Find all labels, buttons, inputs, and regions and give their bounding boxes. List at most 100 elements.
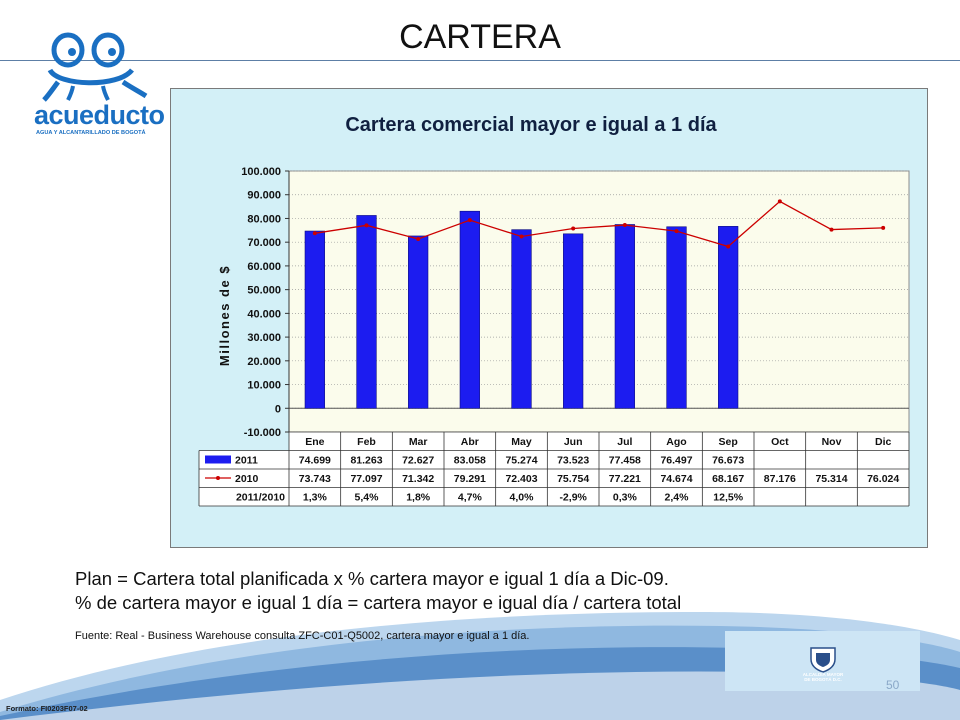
plan-note: Plan = Cartera total planificada x % car… <box>75 568 669 589</box>
page-number: 50 <box>886 678 900 692</box>
point-ago <box>674 229 679 234</box>
bar-mar <box>408 235 429 409</box>
bar-line-chart: Cartera comercial mayor e igual a 1 día -… <box>171 89 927 547</box>
bar-ago <box>666 226 687 409</box>
table-cell: 87.176 <box>764 473 796 485</box>
y-tick-label: 0 <box>275 403 281 415</box>
point-ene <box>312 231 317 236</box>
table-cell: 74.674 <box>660 473 692 485</box>
table-cell: 76.497 <box>660 455 692 467</box>
table-cell: 76.024 <box>867 473 899 485</box>
table-cell: 1,8% <box>406 492 431 504</box>
y-axis-label: Millones de $ <box>217 265 232 366</box>
title-rule <box>0 60 960 61</box>
x-tick-label: Ago <box>666 436 686 448</box>
legend-label-2010: 2010 <box>235 473 259 485</box>
x-tick-label: Mar <box>409 436 428 448</box>
format-code: Formato: FI0203F07-02 <box>6 704 88 713</box>
point-oct <box>777 199 782 204</box>
y-tick-label: -10.000 <box>244 427 281 439</box>
plot-area <box>288 170 910 433</box>
table-body-bg <box>199 450 909 506</box>
x-tick-label: Jun <box>564 436 583 448</box>
table-cell: 73.743 <box>299 473 331 485</box>
table-cell: 77.097 <box>350 473 382 485</box>
source-note: Fuente: Real - Business Warehouse consul… <box>75 630 530 642</box>
table-cell: 79.291 <box>454 473 486 485</box>
bar-may <box>511 229 532 409</box>
table-cell: 4,7% <box>458 492 483 504</box>
y-tick-label: 70.000 <box>247 237 281 249</box>
x-tick-label: Jul <box>617 436 632 448</box>
logo-subtitle: AGUA Y ALCANTARILLADO DE BOGOTÁ <box>36 130 146 136</box>
point-dic <box>881 225 886 230</box>
table-cell: 77.458 <box>609 455 641 467</box>
point-feb <box>364 223 369 228</box>
table-cell: 81.263 <box>350 455 382 467</box>
chart-frame: Cartera comercial mayor e igual a 1 día -… <box>170 88 928 548</box>
table-cell: 72.403 <box>505 473 537 485</box>
table-cell: 76.673 <box>712 455 744 467</box>
point-mar <box>416 236 421 241</box>
x-tick-label: Nov <box>822 436 842 448</box>
y-tick-label: 80.000 <box>247 213 281 225</box>
y-tick-label: 60.000 <box>247 261 281 273</box>
point-may <box>519 234 524 239</box>
table-cell: 12,5% <box>713 492 743 504</box>
definition-note: % de cartera mayor e igual 1 día = carte… <box>75 592 682 613</box>
table-cell: 74.699 <box>299 455 331 467</box>
table-cell: 0,3% <box>613 492 638 504</box>
x-tick-label: Sep <box>719 436 738 448</box>
table-cell: 83.058 <box>454 455 486 467</box>
x-tick-label: Ene <box>305 436 324 448</box>
x-tick-label: May <box>511 436 532 448</box>
table-cell: 2,4% <box>665 492 690 504</box>
table-cell: -2,9% <box>559 492 587 504</box>
legend-marker-2010 <box>216 476 220 480</box>
y-tick-label: 90.000 <box>247 190 281 202</box>
y-tick-label: 30.000 <box>247 332 281 344</box>
point-jun <box>571 226 576 231</box>
table-cell: 73.523 <box>557 455 589 467</box>
x-tick-label: Feb <box>357 436 376 448</box>
x-tick-label: Abr <box>461 436 479 448</box>
legend-key-2011 <box>205 455 231 464</box>
y-tick-label: 40.000 <box>247 308 281 320</box>
slide-title: CARTERA <box>399 18 561 56</box>
table-cell: 75.314 <box>815 473 847 485</box>
table-cell: 1,3% <box>303 492 328 504</box>
point-abr <box>467 218 472 223</box>
chart-title: Cartera comercial mayor e igual a 1 día <box>345 114 717 136</box>
bar-sep <box>718 226 739 409</box>
table-cell: 71.342 <box>402 473 434 485</box>
point-jul <box>622 223 627 228</box>
logo-wordmark: acueducto <box>34 100 165 130</box>
table-cell: 72.627 <box>402 455 434 467</box>
y-tick-label: 100.000 <box>241 166 281 178</box>
y-tick-label: 20.000 <box>247 356 281 368</box>
x-tick-label: Dic <box>875 436 892 448</box>
y-tick-label: 10.000 <box>247 380 281 392</box>
frog-logo-icon <box>42 32 148 102</box>
table-cell: 75.754 <box>557 473 589 485</box>
table-cell: 5,4% <box>355 492 380 504</box>
y-tick-label: 50.000 <box>247 285 281 297</box>
point-nov <box>829 227 834 232</box>
bar-abr <box>459 210 480 409</box>
legend-label-2011: 2011 <box>235 455 258 467</box>
series-line-2010 <box>314 200 884 248</box>
x-tick-label: Oct <box>771 436 789 448</box>
point-sep <box>726 244 731 249</box>
table-cell: 4,0% <box>510 492 535 504</box>
table-cell: 75.274 <box>505 455 537 467</box>
bar-feb <box>356 215 377 409</box>
table-cell: 77.221 <box>609 473 641 485</box>
bar-jun <box>563 233 584 409</box>
seal-caption: ALCALDÍA MAYOR DE BOGOTÁ D.C. <box>802 672 844 682</box>
bogota-seal-icon <box>810 647 836 673</box>
bar-ene <box>304 230 325 409</box>
bar-jul <box>614 224 635 409</box>
table-cell: 68.167 <box>712 473 744 485</box>
ratio-row-label: 2011/2010 <box>236 492 285 504</box>
